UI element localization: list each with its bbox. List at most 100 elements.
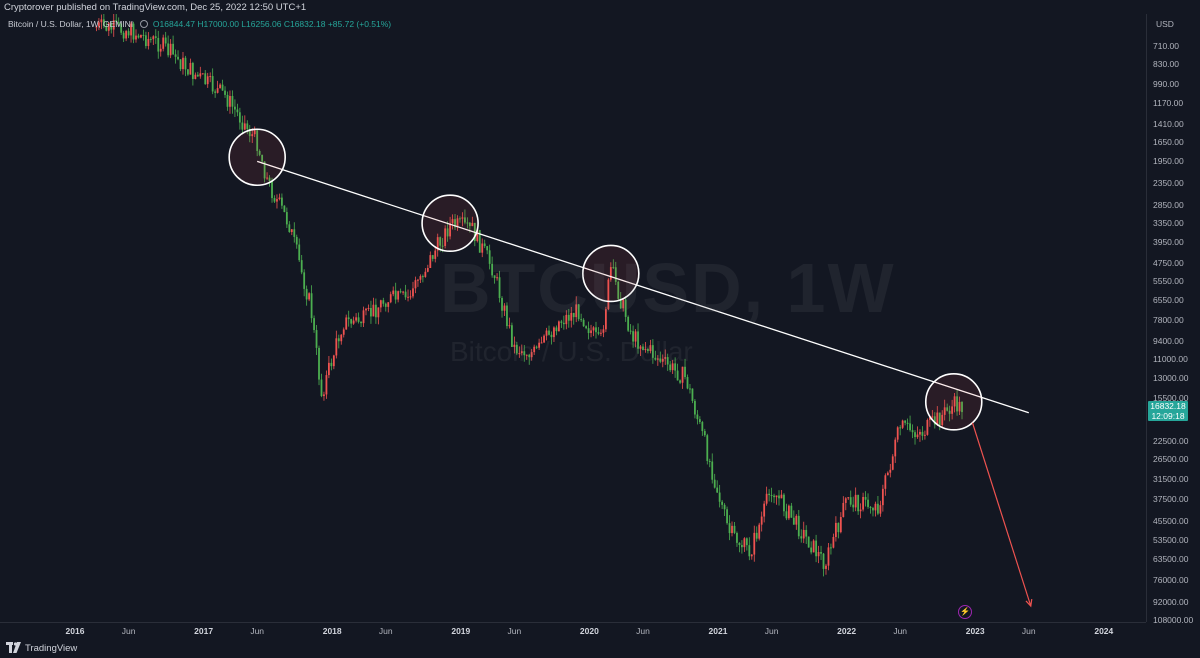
candle-down [426, 268, 429, 272]
projection-arrowhead [1025, 598, 1033, 608]
time-tick-month: Jun [121, 626, 136, 636]
candle-down [839, 517, 842, 533]
time-tick-month: Jun [250, 626, 265, 636]
candle-down [209, 76, 212, 78]
candle-up [921, 431, 924, 436]
candle-up [488, 250, 491, 264]
symbol-name[interactable]: Bitcoin / U.S. Dollar, 1W, GEMINI [8, 19, 134, 29]
candle-down [664, 357, 667, 359]
candle-down [832, 536, 835, 548]
candle-up [132, 23, 135, 40]
candle-up [629, 330, 632, 332]
candle-up [464, 217, 466, 223]
candle-down [229, 95, 231, 107]
candle-down [342, 329, 345, 335]
candle-up [248, 129, 251, 137]
candle-up [196, 74, 199, 77]
candle-up [632, 331, 634, 342]
candle-up [446, 228, 449, 237]
candle-up [421, 276, 424, 278]
candle-down [901, 420, 904, 428]
candle-down [194, 74, 197, 79]
candle-down [649, 345, 652, 352]
candle-up [869, 506, 872, 508]
candle-up [231, 95, 234, 107]
candle-down [928, 417, 931, 420]
candle-up [137, 35, 140, 38]
candle-down [545, 330, 548, 336]
candle-up [872, 507, 874, 511]
candle-up [698, 419, 701, 423]
candle-up [468, 222, 471, 227]
candle-down [456, 218, 459, 228]
ohlc-values: O16844.47 H17000.00 L16256.06 C16832.18 [152, 19, 326, 29]
price-change: +85.72 (+0.51%) [327, 19, 392, 29]
candle-down [681, 366, 684, 383]
candle-up [184, 57, 187, 70]
candle-up [669, 364, 672, 371]
time-tick-year: 2016 [65, 626, 85, 636]
candle-up [515, 344, 518, 354]
candle-down [802, 529, 805, 539]
price-tick: 63500.00 [1153, 554, 1189, 565]
price-chart[interactable] [0, 14, 1146, 622]
candle-up [221, 84, 224, 91]
touch-circle [421, 194, 479, 253]
candle-up [226, 94, 229, 107]
candle-up [676, 370, 679, 381]
candle-up [961, 401, 963, 413]
candle-up [144, 35, 147, 47]
price-tick: 108000.00 [1153, 615, 1194, 625]
candle-up [666, 357, 669, 365]
time-tick-year: 2021 [708, 626, 728, 636]
candle-up [154, 36, 157, 38]
candle-up [755, 532, 758, 539]
candle-up [933, 416, 936, 425]
candle-up [172, 43, 174, 55]
candle-down [513, 344, 516, 347]
candle-up [347, 317, 350, 320]
candle-down [540, 342, 543, 344]
candle-down [407, 296, 409, 298]
candle-up [580, 319, 583, 321]
time-tick-year: 2020 [579, 626, 599, 636]
candle-up [555, 327, 558, 332]
watermark-symbol: BTCUSD, 1W [440, 249, 896, 327]
candle-up [651, 345, 654, 358]
candle-up [689, 388, 691, 390]
candle-down [926, 419, 929, 435]
time-tick-month: Jun [764, 626, 779, 636]
time-axis[interactable]: 2016 Jun 2017 Jun 2018 Jun 2019 Jun 2020 Jun 2021 J… [0, 622, 1146, 639]
candle-up [506, 305, 508, 327]
candle-down [503, 305, 506, 311]
candle-down [834, 522, 837, 537]
candle-up [256, 130, 259, 151]
price-tick: 1650.00 [1153, 137, 1184, 148]
time-tick-month: Jun [1021, 626, 1036, 636]
candle-down [449, 223, 451, 237]
candle-down [444, 228, 447, 246]
candle-up [736, 532, 738, 543]
candle-down [931, 416, 934, 418]
price-tick: 11000.00 [1153, 354, 1188, 365]
flash-icon[interactable]: ⚡ [958, 605, 972, 619]
candle-down [874, 503, 877, 511]
candle-up [728, 523, 731, 534]
candle-down [424, 271, 427, 277]
candle-down [365, 308, 367, 311]
candle-up [701, 422, 704, 432]
candle-up [849, 497, 852, 505]
candle-down [379, 300, 382, 308]
price-tick: 9400.00 [1153, 336, 1184, 347]
candle-down [817, 551, 820, 557]
candle-up [738, 542, 741, 546]
candle-up [122, 32, 125, 39]
candle-down [656, 358, 659, 360]
price-axis[interactable]: 710.00 830.00 990.00 1170.00 1410.00 1650.00 1… [1146, 14, 1200, 625]
candle-down [590, 330, 592, 334]
candle-up [770, 495, 773, 497]
candle-up [110, 23, 113, 30]
candle-up [357, 317, 360, 322]
candle-up [102, 19, 105, 26]
touch-circle [228, 128, 286, 187]
